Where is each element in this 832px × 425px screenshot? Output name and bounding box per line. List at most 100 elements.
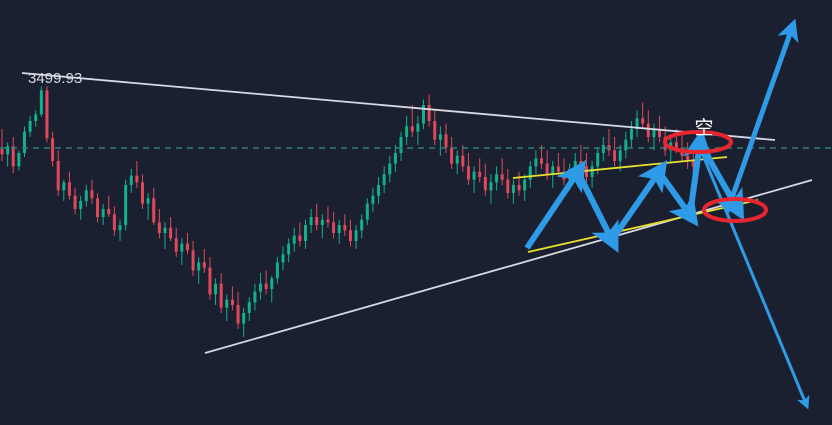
- candle-body: [365, 203, 369, 220]
- candle-body: [528, 166, 532, 180]
- highlight-circles: [663, 130, 768, 223]
- candle-body: [658, 129, 662, 137]
- candle-body: [427, 105, 431, 121]
- candle-body: [259, 283, 263, 292]
- candle-body: [112, 214, 116, 231]
- candle-body: [556, 166, 560, 172]
- candle-body: [62, 182, 66, 191]
- candle-body: [641, 118, 645, 124]
- white-trendlines: [21, 72, 813, 354]
- candle-body: [73, 195, 77, 209]
- candle-body: [292, 235, 296, 244]
- candle-body: [191, 250, 195, 271]
- candle-body: [489, 182, 493, 191]
- candle-body: [399, 137, 403, 153]
- candle-body: [101, 209, 105, 217]
- candle-body: [79, 201, 83, 209]
- candle-body: [540, 158, 544, 164]
- candle-body: [517, 185, 521, 191]
- circle-trendline-intersection-zone: [702, 197, 768, 223]
- candle-body: [236, 305, 240, 324]
- candle-body: [601, 145, 605, 153]
- projection-arrow-bearish-breakdown: [698, 147, 810, 410]
- candle-body: [135, 175, 139, 183]
- candle-body: [264, 283, 268, 289]
- candle-body: [208, 267, 212, 295]
- candle-body: [320, 219, 324, 225]
- candle-body: [438, 134, 442, 140]
- candle-body: [483, 177, 487, 191]
- candle-body: [551, 166, 555, 175]
- projection-arrow-bullish-breakout: [724, 18, 799, 213]
- candle-body: [500, 174, 504, 180]
- candle-body: [624, 139, 628, 151]
- projection-arrows: [698, 18, 810, 410]
- candle-body: [371, 195, 375, 204]
- candle-body: [17, 153, 21, 167]
- candle-body: [39, 90, 43, 115]
- candle-body: [478, 171, 482, 177]
- candle-body: [51, 138, 55, 161]
- candle-body: [67, 182, 71, 196]
- candle-body: [298, 235, 302, 241]
- candle-body: [56, 161, 60, 191]
- candle-body: [45, 90, 49, 139]
- candle-body: [242, 313, 246, 324]
- candle-body: [124, 185, 128, 225]
- candle-body: [169, 227, 173, 239]
- candle-body: [506, 179, 510, 193]
- candle-body: [472, 171, 476, 180]
- candle-body: [343, 225, 347, 231]
- candle-body: [573, 161, 577, 169]
- candle-body: [410, 126, 414, 132]
- candle-body: [326, 219, 330, 223]
- zigzag-arrow-segment: [656, 170, 699, 227]
- candle-body: [545, 163, 549, 175]
- candle-body: [348, 230, 352, 241]
- candle-body: [219, 283, 223, 308]
- candle-body: [90, 190, 94, 199]
- candle-body: [377, 185, 381, 196]
- candle-body: [174, 238, 178, 252]
- trendline-lower-support: [204, 179, 813, 354]
- candle-body: [511, 185, 515, 193]
- candle-body: [613, 150, 617, 161]
- candle-body: [393, 153, 397, 164]
- candle-body: [270, 278, 274, 289]
- candle-body: [461, 155, 465, 167]
- candle-body: [281, 254, 285, 263]
- candle-body: [315, 217, 319, 225]
- candle-body: [596, 153, 600, 167]
- candlestick-series: [0, 86, 695, 337]
- candle-body: [275, 262, 279, 279]
- candle-body: [691, 161, 695, 167]
- candle-body: [107, 209, 111, 215]
- candle-body: [579, 161, 583, 167]
- candle-body: [354, 230, 358, 241]
- candle-body: [618, 150, 622, 161]
- candle-body: [157, 222, 161, 233]
- candle-body: [629, 129, 633, 140]
- candle-body: [6, 146, 10, 155]
- candle-body: [247, 302, 251, 313]
- candle-body: [197, 262, 201, 271]
- candle-body: [96, 198, 100, 217]
- candle-body: [646, 123, 650, 137]
- candle-body: [674, 142, 678, 148]
- candle-body: [118, 225, 122, 231]
- candle-body: [287, 243, 291, 255]
- candle-body: [652, 129, 656, 137]
- candle-body: [303, 225, 307, 241]
- candle-body: [405, 126, 409, 137]
- candle-body: [422, 105, 425, 124]
- short-position-label: 空: [694, 117, 714, 139]
- candle-body: [523, 179, 527, 191]
- candle-body: [0, 149, 4, 155]
- zigzag-arrow-segment: [609, 160, 668, 242]
- candle-body: [332, 222, 336, 233]
- candle-body: [129, 175, 133, 185]
- zigzag-arrow-segment: [682, 128, 713, 216]
- candle-body: [534, 158, 538, 167]
- candle-body: [495, 174, 499, 183]
